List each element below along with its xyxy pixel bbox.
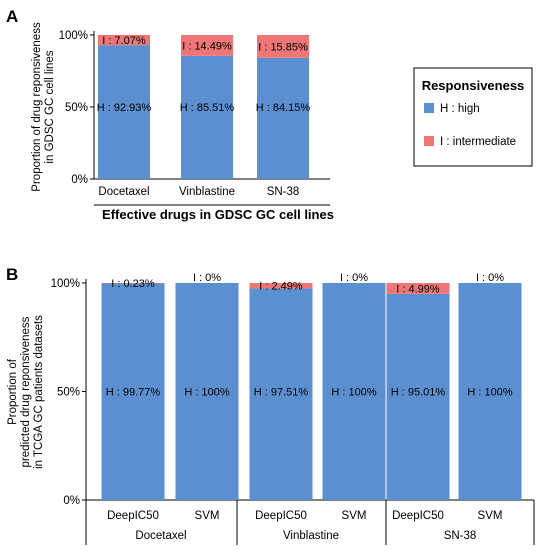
data-label-intermediate: I : 2.49%	[259, 281, 303, 293]
data-label-intermediate: I : 7.07%	[102, 35, 146, 47]
data-label-high: H : 100%	[467, 387, 512, 399]
bar-segment-high	[101, 283, 165, 500]
y-tick-label: 50%	[57, 387, 80, 399]
y-axis-label-line: in GDSC GC cell lines	[44, 50, 56, 163]
data-label-high: H : 95.01%	[391, 387, 446, 399]
category-label: Docetaxel	[98, 186, 149, 198]
legend-swatch-high	[424, 103, 434, 113]
data-label-intermediate: I : 0%	[193, 272, 221, 284]
bar-segment-high	[458, 283, 522, 500]
group-label: Vinblastine	[283, 530, 339, 542]
group-label: Docetaxel	[135, 530, 186, 542]
data-label-high: H : 97.51%	[254, 387, 309, 399]
data-label-high: H : 92.93%	[97, 102, 152, 114]
bar-segment-high	[181, 55, 233, 179]
y-axis-label-line: predicted drug reponsiveness	[20, 316, 32, 467]
y-axis-label-line: in TCGA GC patients datasets	[33, 315, 45, 469]
panel-letter-b: B	[6, 265, 18, 284]
category-label: SN-38	[267, 186, 300, 198]
chart-b: 0% 50% 100% Proportion ofpredicted drug rep…	[7, 272, 535, 545]
bar-segment-high	[98, 45, 150, 179]
bar-segment-high	[386, 293, 450, 500]
y-tick-label: 50%	[65, 102, 88, 114]
legend: Responsiveness H : high I : intermediate	[413, 67, 533, 167]
y-axis-label-line: Proportion of	[7, 358, 19, 425]
y-tick-label: 0%	[63, 495, 80, 507]
category-label: DeepIC50	[255, 510, 307, 522]
category-label: DeepIC50	[107, 510, 159, 522]
data-label-high: H : 84.15%	[256, 102, 311, 114]
data-label-intermediate: I : 0.23%	[111, 278, 155, 290]
bar-segment-intermediate	[181, 35, 233, 56]
y-axis-label: Proportion of drug reponsivenessin GDSC …	[31, 22, 56, 192]
data-label-intermediate: I : 4.99%	[396, 283, 440, 295]
bar-segment-intermediate	[98, 35, 150, 46]
legend-label-intermediate: I : intermediate	[440, 136, 516, 148]
bar-segment-high	[257, 57, 309, 179]
chart-a: 0%50%100%Proportion of drug reponsivenes…	[31, 22, 334, 222]
y-axis-label-line: Proportion of drug reponsiveness	[31, 22, 43, 192]
data-label-intermediate: I : 0%	[340, 272, 368, 284]
y-axis-label: Proportion ofpredicted drug reponsivenes…	[7, 315, 45, 469]
y-tick-label: 100%	[51, 278, 80, 290]
legend-title: Responsiveness	[422, 78, 525, 93]
category-label: SVM	[478, 510, 503, 522]
category-label: SVM	[195, 510, 220, 522]
data-label-intermediate: I : 0%	[476, 272, 504, 284]
x-axis-title: Effective drugs in GDSC GC cell lines	[102, 207, 334, 222]
bar-segment-intermediate	[386, 283, 450, 294]
legend-box	[413, 67, 533, 167]
data-label-high: H : 100%	[184, 387, 229, 399]
legend-label-high: H : high	[440, 103, 480, 115]
bar-segment-high	[322, 283, 386, 500]
data-label-intermediate: I : 15.85%	[258, 41, 308, 53]
panel-letter-a: A	[6, 7, 18, 26]
bar-segment-high	[249, 288, 313, 500]
y-tick-label: 100%	[59, 30, 88, 42]
data-label-high: H : 100%	[331, 387, 376, 399]
y-tick-label: 0%	[71, 174, 88, 186]
group-label: SN-38	[444, 530, 477, 542]
legend-swatch-intermediate	[424, 136, 434, 146]
bar-segment-high	[175, 283, 239, 500]
data-label-high: H : 99.77%	[106, 387, 161, 399]
bar-segment-intermediate	[249, 283, 313, 289]
category-label: SVM	[342, 510, 367, 522]
category-label: Vinblastine	[179, 186, 235, 198]
data-label-intermediate: I : 14.49%	[182, 40, 232, 52]
category-label: DeepIC50	[392, 510, 444, 522]
data-label-high: H : 85.51%	[180, 102, 235, 114]
bar-segment-intermediate	[257, 35, 309, 58]
